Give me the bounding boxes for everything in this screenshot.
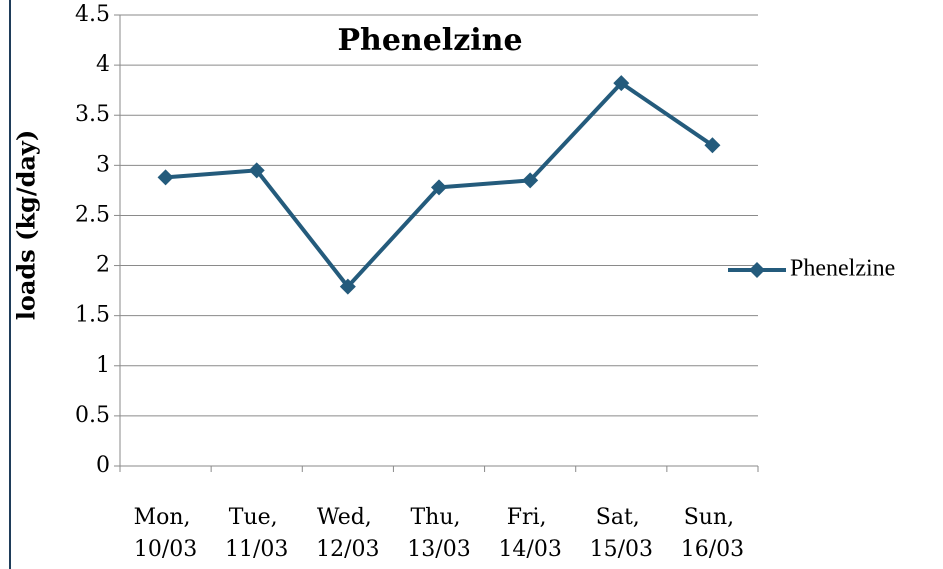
point-marker [613, 75, 630, 92]
y-tick-label: 3 [96, 152, 110, 177]
y-tick-label: 2.5 [75, 202, 110, 227]
y-tick-label: 0.5 [75, 403, 110, 428]
y-tick-label: 3.5 [75, 102, 110, 127]
y-tick-label: 4.5 [75, 2, 110, 27]
y-tick-label: 2 [96, 253, 110, 278]
y-tick-label: 1.5 [75, 303, 110, 328]
x-tick-label: Tue, 11/03 [225, 505, 288, 562]
y-axis-label: loads (kg/day) [12, 130, 41, 321]
x-tick-label: Sun, 16/03 [681, 505, 744, 562]
point-marker [248, 162, 265, 179]
x-tick-label: Wed, 12/03 [316, 505, 379, 562]
point-marker [704, 137, 721, 154]
y-tick-label: 0 [96, 453, 110, 478]
legend-marker [749, 262, 765, 278]
chart-title: Phenelzine [337, 23, 522, 58]
y-tick-label: 1 [96, 353, 110, 378]
point-marker [431, 179, 447, 196]
point-marker [339, 278, 356, 295]
x-tick-label: Mon, 10/03 [134, 505, 198, 562]
x-tick-label: Sat, 15/03 [590, 505, 653, 562]
x-tick-label: Thu, 13/03 [407, 505, 470, 562]
y-tick-label: 4 [96, 52, 110, 77]
point-marker [157, 169, 174, 186]
point-marker [522, 172, 539, 189]
x-tick-label: Fri, 14/03 [498, 505, 561, 562]
legend-label: Phenelzine [790, 256, 895, 282]
